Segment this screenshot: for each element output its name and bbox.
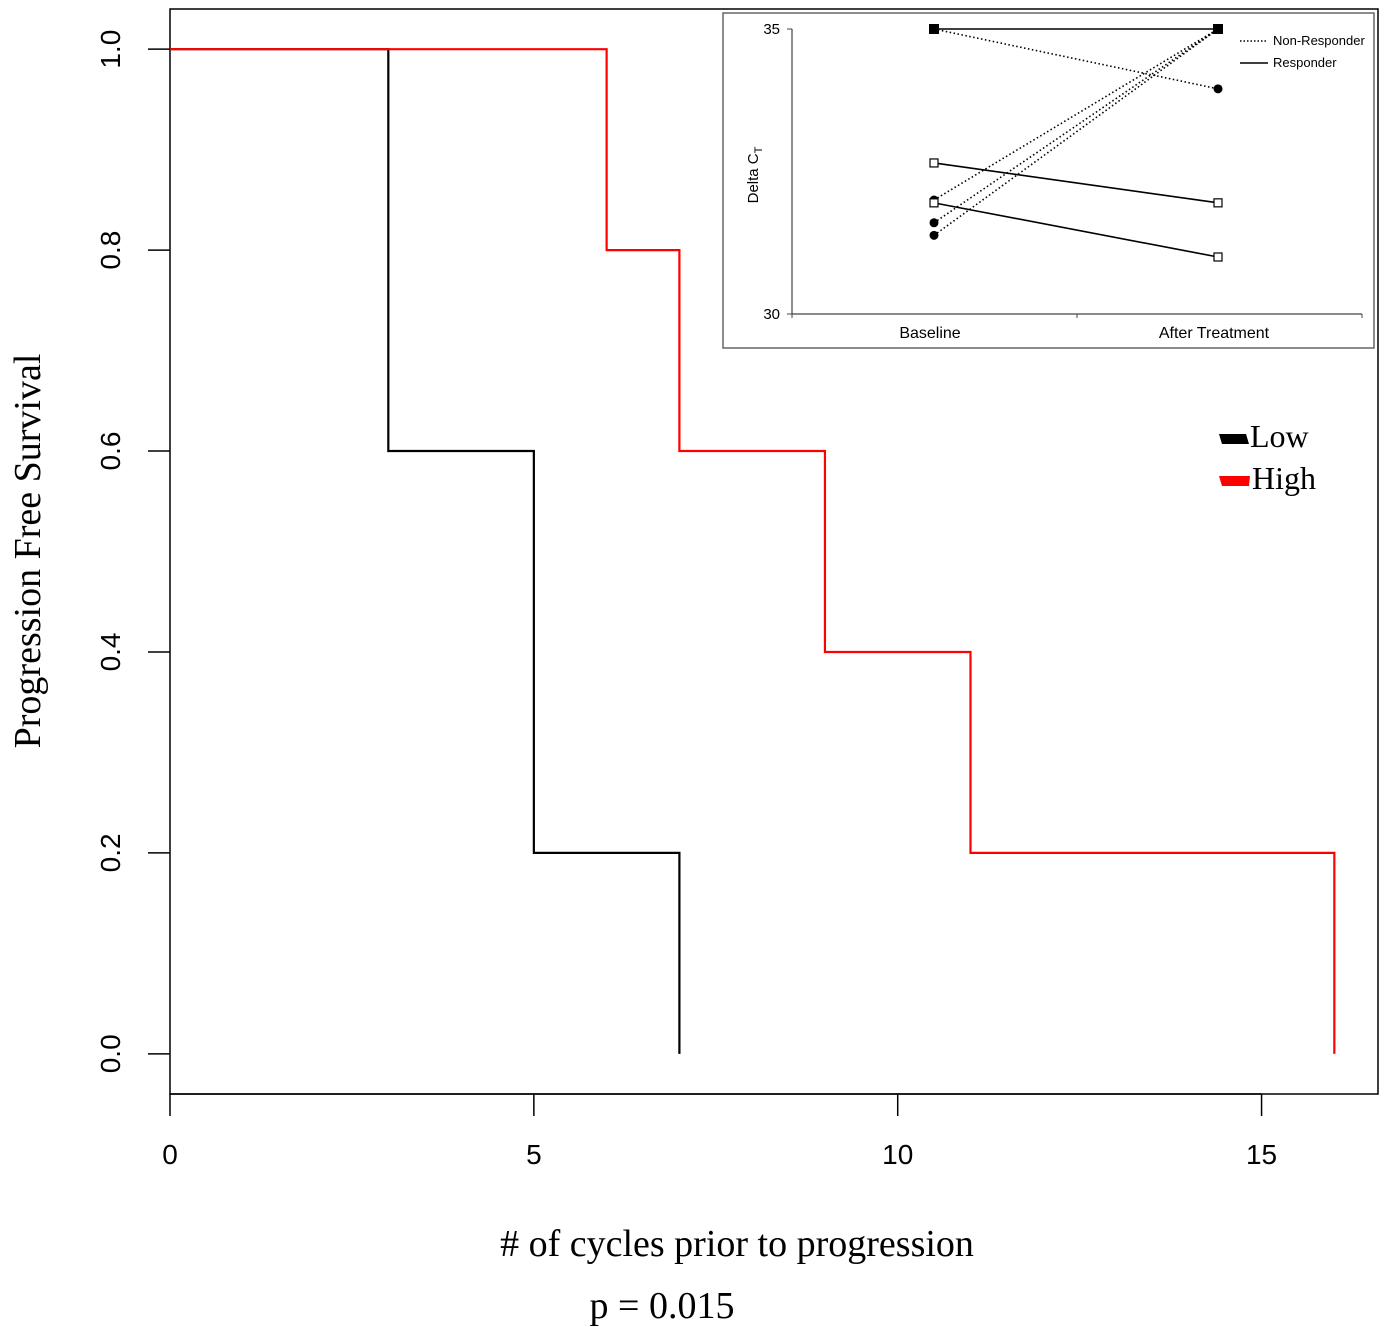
inset-pair-line — [933, 28, 1219, 236]
inset-pair-line — [933, 202, 1219, 258]
axes: 0 5 10 15 0.0 0.2 0.4 0.6 0.8 1.0 — [95, 30, 1277, 1170]
inset-marker-open-square — [929, 158, 939, 168]
legend-label-high: High — [1252, 460, 1316, 496]
legend-item-low: Low — [1219, 418, 1309, 454]
x-tick-label: 0 — [162, 1139, 178, 1170]
x-tick-label: 5 — [526, 1139, 542, 1170]
y-tick-label: 0.4 — [95, 632, 126, 671]
inset-legend-label-non-responder: Non-Responder — [1273, 33, 1365, 48]
inset-marker-circle — [929, 24, 939, 34]
inset-pair-line — [933, 162, 1219, 204]
inset-frame — [722, 12, 1375, 349]
inset-legend-label-responder: Responder — [1273, 55, 1337, 70]
legend-item-high: High — [1219, 460, 1316, 496]
y-tick-label: 0.8 — [95, 231, 126, 270]
inset-pair-line — [933, 28, 1219, 224]
inset-markers — [929, 24, 1223, 262]
inset-y-axis-label: Delta CT — [745, 146, 765, 203]
inset-marker-circle — [929, 230, 939, 240]
y-axis-label: Progression Free Survival — [7, 354, 49, 749]
x-tick-label: 10 — [882, 1139, 913, 1170]
y-tick-label: 0.2 — [95, 833, 126, 872]
inset-category-label: After Treatment — [1159, 325, 1270, 342]
inset-pair-line — [933, 28, 1219, 201]
legend-swatch-low — [1219, 434, 1249, 444]
inset-pair-line — [933, 28, 1219, 90]
y-tick-label: 0.0 — [95, 1034, 126, 1073]
inset-marker-circle — [929, 218, 939, 228]
inset-marker-open-square — [929, 198, 939, 208]
inset-y-tick-label: 30 — [763, 306, 780, 323]
x-axis-label: # of cycles prior to progression — [500, 1223, 974, 1265]
inset-marker-open-square — [1213, 198, 1223, 208]
inset-y-tick-label: 35 — [763, 21, 780, 38]
survival-curve-low — [170, 48, 681, 1054]
legend-swatch-high — [1219, 476, 1250, 486]
inset-category-label: Baseline — [899, 325, 960, 342]
survival-curve-high — [170, 48, 1336, 1054]
inset-marker-circle — [1213, 24, 1223, 34]
inset-marker-circle — [1213, 84, 1223, 94]
survival-curves — [170, 48, 1336, 1054]
inset-lines — [933, 28, 1219, 258]
legend: Low High — [1219, 418, 1316, 496]
inset-marker-open-square — [1213, 252, 1223, 262]
inset-legend: Non-Responder Responder — [1240, 33, 1365, 70]
p-value-annotation: p = 0.015 — [590, 1285, 735, 1327]
legend-label-low: Low — [1250, 418, 1309, 454]
y-tick-label: 0.6 — [95, 432, 126, 471]
y-tick-label: 1.0 — [95, 30, 126, 69]
x-tick-label: 15 — [1246, 1139, 1277, 1170]
inset-axes: 30 35 Baseline After Treatment — [763, 21, 1363, 342]
inset-chart: 30 35 Baseline After Treatment Delta CT Non… — [722, 12, 1375, 349]
